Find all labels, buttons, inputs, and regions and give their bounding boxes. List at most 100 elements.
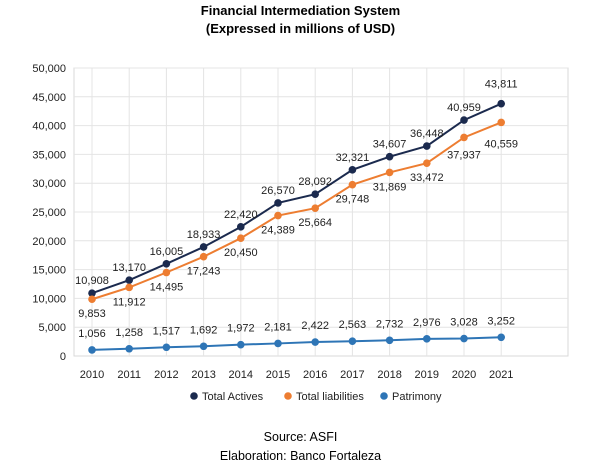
data-point-patrimony	[311, 338, 320, 346]
legend-marker-patrimony	[380, 392, 388, 400]
y-tick-label: 0	[60, 351, 66, 363]
x-tick-label: 2013	[191, 369, 215, 381]
legend-marker-total-actives	[190, 392, 198, 400]
y-tick-label: 10,000	[32, 293, 66, 305]
data-point-total-liabilities	[88, 295, 96, 304]
x-tick-label: 2016	[303, 369, 327, 381]
data-point-total-liabilities	[125, 283, 133, 292]
y-tick-label: 35,000	[32, 149, 66, 161]
x-tick-label: 2014	[229, 369, 253, 381]
data-label-patrimony: 3,252	[487, 315, 515, 327]
data-point-total-liabilities	[162, 268, 171, 277]
series-line-patrimony	[91, 336, 502, 351]
data-point-total-actives	[88, 289, 96, 297]
data-label-total-actives: 13,170	[112, 262, 146, 274]
data-point-total-actives	[162, 260, 171, 268]
data-label-total-actives: 10,908	[75, 275, 109, 287]
series-line-total-actives	[91, 102, 502, 295]
data-point-patrimony	[460, 334, 468, 343]
data-point-patrimony	[237, 340, 245, 349]
data-label-patrimony: 1,972	[227, 323, 255, 335]
data-point-total-liabilities	[348, 180, 357, 189]
data-point-total-actives	[460, 116, 468, 124]
x-tick-label: 2011	[117, 369, 141, 381]
y-tick-label: 15,000	[32, 265, 66, 277]
series-line-total-liabilities	[91, 121, 502, 301]
y-tick-label: 25,000	[32, 207, 66, 219]
data-point-total-actives	[311, 190, 320, 198]
x-tick-label: 2021	[489, 369, 513, 381]
y-tick-label: 30,000	[32, 178, 66, 190]
data-label-total-actives: 18,933	[187, 229, 221, 241]
data-label-total-liabilities: 33,472	[410, 172, 444, 184]
data-label-total-actives: 36,448	[410, 128, 444, 140]
x-tick-label: 2019	[415, 369, 439, 381]
elaboration-note: Elaboration: Banco Fortaleza	[219, 449, 382, 463]
data-label-total-liabilities: 17,243	[187, 266, 221, 278]
data-point-total-actives	[385, 152, 394, 161]
data-point-patrimony	[385, 336, 394, 345]
x-tick-label: 2015	[266, 369, 290, 381]
data-point-total-actives	[423, 142, 431, 150]
data-point-total-liabilities	[237, 234, 245, 243]
data-label-patrimony: 3,028	[450, 317, 478, 329]
data-label-total-liabilities: 31,869	[373, 181, 407, 193]
data-label-total-actives: 22,420	[224, 209, 258, 221]
data-point-patrimony	[348, 337, 357, 346]
x-tick-label: 2010	[80, 369, 104, 381]
data-label-total-actives: 34,607	[373, 139, 407, 151]
data-point-patrimony	[88, 346, 96, 354]
data-label-patrimony: 1,258	[115, 327, 143, 339]
data-label-patrimony: 2,422	[301, 320, 329, 332]
data-point-total-actives	[125, 276, 133, 284]
data-label-patrimony: 1,692	[190, 324, 218, 336]
y-tick-label: 5,000	[38, 322, 66, 334]
legend: Total Actives Total liabilities Patrimony	[190, 391, 442, 403]
data-point-total-liabilities	[311, 204, 320, 212]
data-point-total-liabilities	[497, 118, 506, 127]
data-point-patrimony	[497, 333, 506, 342]
data-label-total-actives: 28,092	[298, 176, 332, 188]
data-label-patrimony: 2,181	[264, 321, 292, 333]
data-label-total-liabilities: 14,495	[150, 282, 184, 294]
y-tick-label: 45,000	[32, 92, 66, 104]
data-label-total-liabilities: 11,912	[113, 296, 146, 308]
data-label-patrimony: 1,517	[153, 325, 181, 337]
y-tick-label: 20,000	[32, 236, 66, 248]
data-label-total-liabilities: 9,853	[78, 308, 106, 320]
data-label-total-liabilities: 20,450	[224, 247, 258, 259]
data-label-total-liabilities: 24,389	[261, 225, 295, 237]
legend-label-total-liabilities: Total liabilities	[296, 391, 364, 403]
data-point-total-liabilities	[199, 252, 208, 261]
data-point-patrimony	[274, 339, 282, 348]
data-point-patrimony	[162, 343, 171, 352]
data-point-total-liabilities	[423, 159, 431, 168]
data-point-total-actives	[497, 99, 506, 108]
legend-marker-total-liabilities	[284, 392, 292, 400]
data-label-total-actives: 43,811	[485, 79, 518, 91]
data-point-patrimony	[423, 335, 431, 343]
y-tick-label: 40,000	[32, 121, 66, 133]
data-label-total-liabilities: 37,937	[447, 149, 481, 161]
data-label-total-actives: 16,005	[150, 246, 184, 258]
data-point-total-liabilities	[385, 168, 394, 177]
data-point-patrimony	[125, 344, 133, 353]
data-point-total-actives	[348, 166, 357, 174]
data-label-total-liabilities: 29,748	[336, 194, 370, 206]
y-tick-label: 50,000	[32, 63, 66, 75]
chart-subtitle: (Expressed in millions of USD)	[205, 21, 396, 36]
data-point-total-actives	[199, 243, 208, 251]
data-point-total-liabilities	[460, 133, 468, 142]
data-point-patrimony	[199, 342, 208, 351]
x-tick-label: 2017	[340, 369, 364, 381]
x-tick-label: 2020	[452, 369, 476, 381]
legend-label-total-actives: Total Actives	[202, 391, 264, 403]
x-tick-label: 2012	[154, 369, 178, 381]
data-point-total-liabilities	[274, 211, 282, 220]
data-point-total-actives	[274, 199, 282, 207]
data-label-total-actives: 32,321	[336, 152, 370, 164]
legend-label-patrimony: Patrimony	[392, 391, 442, 403]
data-label-total-actives: 40,959	[447, 102, 481, 114]
data-label-patrimony: 2,976	[413, 317, 441, 329]
data-point-total-actives	[237, 223, 245, 231]
